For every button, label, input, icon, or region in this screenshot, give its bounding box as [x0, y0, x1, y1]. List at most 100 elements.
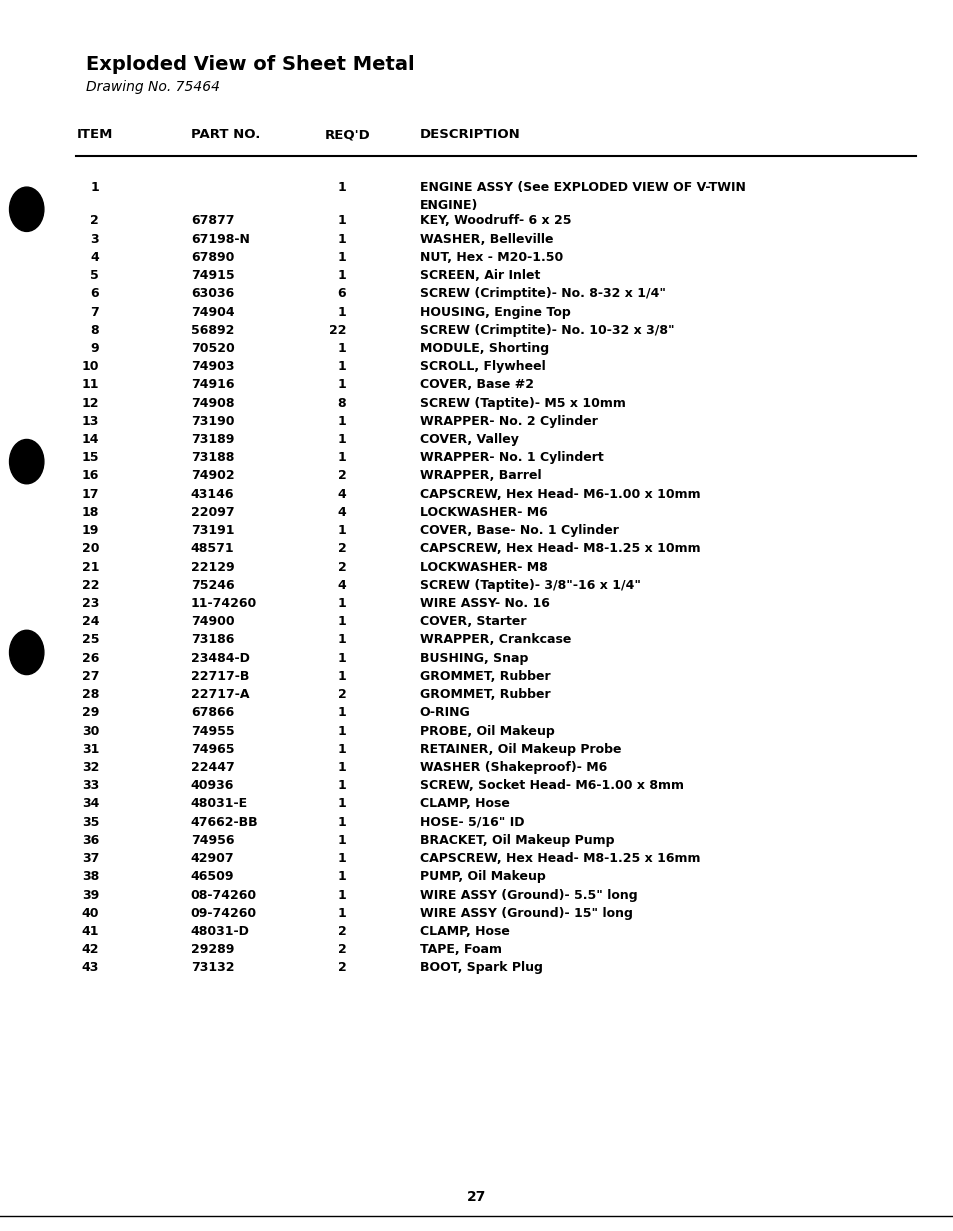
Text: 1: 1	[337, 634, 346, 646]
Text: 48031-D: 48031-D	[191, 924, 250, 938]
Text: 1: 1	[337, 725, 346, 737]
Text: 37: 37	[82, 852, 99, 865]
Text: 23: 23	[82, 597, 99, 611]
Text: 36: 36	[82, 833, 99, 847]
Text: PROBE, Oil Makeup: PROBE, Oil Makeup	[419, 725, 554, 737]
Text: WRAPPER- No. 1 Cylindert: WRAPPER- No. 1 Cylindert	[419, 452, 603, 464]
Text: COVER, Base- No. 1 Cylinder: COVER, Base- No. 1 Cylinder	[419, 524, 618, 537]
Text: LOCKWASHER- M8: LOCKWASHER- M8	[419, 560, 547, 574]
Text: 09-74260: 09-74260	[191, 907, 256, 920]
Text: 18: 18	[82, 506, 99, 519]
Text: 1: 1	[337, 378, 346, 391]
Text: 1: 1	[337, 452, 346, 464]
Text: 1: 1	[337, 889, 346, 901]
Text: LOCKWASHER- M6: LOCKWASHER- M6	[419, 506, 547, 519]
Text: 33: 33	[82, 779, 99, 793]
Text: SCREW (Crimptite)- No. 10-32 x 3/8": SCREW (Crimptite)- No. 10-32 x 3/8"	[419, 324, 674, 337]
Text: WIRE ASSY- No. 16: WIRE ASSY- No. 16	[419, 597, 549, 611]
Text: 1: 1	[337, 342, 346, 355]
Text: 74956: 74956	[191, 833, 234, 847]
Text: 39: 39	[82, 889, 99, 901]
Text: KEY, Woodruff- 6 x 25: KEY, Woodruff- 6 x 25	[419, 214, 571, 228]
Text: PART NO.: PART NO.	[191, 128, 260, 142]
Text: 2: 2	[337, 924, 346, 938]
Text: 2: 2	[337, 688, 346, 702]
Text: 75246: 75246	[191, 579, 234, 592]
Text: 28: 28	[82, 688, 99, 702]
Text: 67198-N: 67198-N	[191, 233, 250, 246]
Text: 74900: 74900	[191, 616, 234, 628]
Text: 2: 2	[91, 214, 99, 228]
Text: 1: 1	[337, 233, 346, 246]
Text: 1: 1	[337, 181, 346, 193]
Text: ENGINE): ENGINE)	[419, 199, 477, 212]
Text: 22: 22	[82, 579, 99, 592]
Text: MODULE, Shorting: MODULE, Shorting	[419, 342, 548, 355]
Text: 29289: 29289	[191, 943, 233, 956]
Text: WIRE ASSY (Ground)- 15" long: WIRE ASSY (Ground)- 15" long	[419, 907, 632, 920]
Text: 5: 5	[91, 270, 99, 282]
Text: 4: 4	[337, 579, 346, 592]
Text: 21: 21	[82, 560, 99, 574]
Text: COVER, Valley: COVER, Valley	[419, 433, 518, 446]
Text: CAPSCREW, Hex Head- M8-1.25 x 10mm: CAPSCREW, Hex Head- M8-1.25 x 10mm	[419, 543, 700, 555]
Text: 26: 26	[82, 651, 99, 665]
Text: 31: 31	[82, 742, 99, 756]
Text: 1: 1	[337, 707, 346, 719]
Text: 1: 1	[337, 616, 346, 628]
Text: WASHER (Shakeproof)- M6: WASHER (Shakeproof)- M6	[419, 761, 606, 774]
Text: 74904: 74904	[191, 305, 234, 319]
Text: 63036: 63036	[191, 287, 233, 300]
Text: SCREW (Crimptite)- No. 8-32 x 1/4": SCREW (Crimptite)- No. 8-32 x 1/4"	[419, 287, 665, 300]
Text: 67890: 67890	[191, 251, 233, 263]
Text: 2: 2	[337, 961, 346, 975]
Circle shape	[10, 439, 44, 484]
Text: 7: 7	[91, 305, 99, 319]
Text: 42907: 42907	[191, 852, 234, 865]
Text: 6: 6	[91, 287, 99, 300]
Text: SCROLL, Flywheel: SCROLL, Flywheel	[419, 361, 545, 373]
Text: 14: 14	[82, 433, 99, 446]
Text: 1: 1	[337, 779, 346, 793]
Text: 27: 27	[467, 1190, 486, 1204]
Text: 13: 13	[82, 415, 99, 428]
Text: 22129: 22129	[191, 560, 234, 574]
Text: 11: 11	[82, 378, 99, 391]
Text: 1: 1	[337, 798, 346, 810]
Text: 74902: 74902	[191, 469, 234, 483]
Text: 1: 1	[337, 597, 346, 611]
Text: 20: 20	[82, 543, 99, 555]
Text: 22097: 22097	[191, 506, 234, 519]
Text: 6: 6	[337, 287, 346, 300]
Text: NUT, Hex - M20-1.50: NUT, Hex - M20-1.50	[419, 251, 562, 263]
Text: 67877: 67877	[191, 214, 234, 228]
Text: 38: 38	[82, 870, 99, 884]
Text: 29: 29	[82, 707, 99, 719]
Text: HOUSING, Engine Top: HOUSING, Engine Top	[419, 305, 570, 319]
Text: O-RING: O-RING	[419, 707, 470, 719]
Text: 1: 1	[337, 852, 346, 865]
Text: 1: 1	[337, 651, 346, 665]
Text: 1: 1	[337, 816, 346, 828]
Text: SCREW (Taptite)- 3/8"-16 x 1/4": SCREW (Taptite)- 3/8"-16 x 1/4"	[419, 579, 640, 592]
Text: 73190: 73190	[191, 415, 234, 428]
Text: CAPSCREW, Hex Head- M6-1.00 x 10mm: CAPSCREW, Hex Head- M6-1.00 x 10mm	[419, 487, 700, 501]
Text: 74965: 74965	[191, 742, 234, 756]
Text: 23484-D: 23484-D	[191, 651, 250, 665]
Text: Exploded View of Sheet Metal: Exploded View of Sheet Metal	[86, 55, 414, 74]
Text: 11-74260: 11-74260	[191, 597, 256, 611]
Text: 08-74260: 08-74260	[191, 889, 256, 901]
Text: 35: 35	[82, 816, 99, 828]
Text: 1: 1	[337, 833, 346, 847]
Text: WIRE ASSY (Ground)- 5.5" long: WIRE ASSY (Ground)- 5.5" long	[419, 889, 637, 901]
Text: 10: 10	[82, 361, 99, 373]
Text: 8: 8	[337, 396, 346, 410]
Text: 30: 30	[82, 725, 99, 737]
Text: 15: 15	[82, 452, 99, 464]
Text: 24: 24	[82, 616, 99, 628]
Text: 43: 43	[82, 961, 99, 975]
Text: 74915: 74915	[191, 270, 234, 282]
Text: 73132: 73132	[191, 961, 234, 975]
Text: Drawing No. 75464: Drawing No. 75464	[86, 80, 219, 94]
Text: 22717-A: 22717-A	[191, 688, 249, 702]
